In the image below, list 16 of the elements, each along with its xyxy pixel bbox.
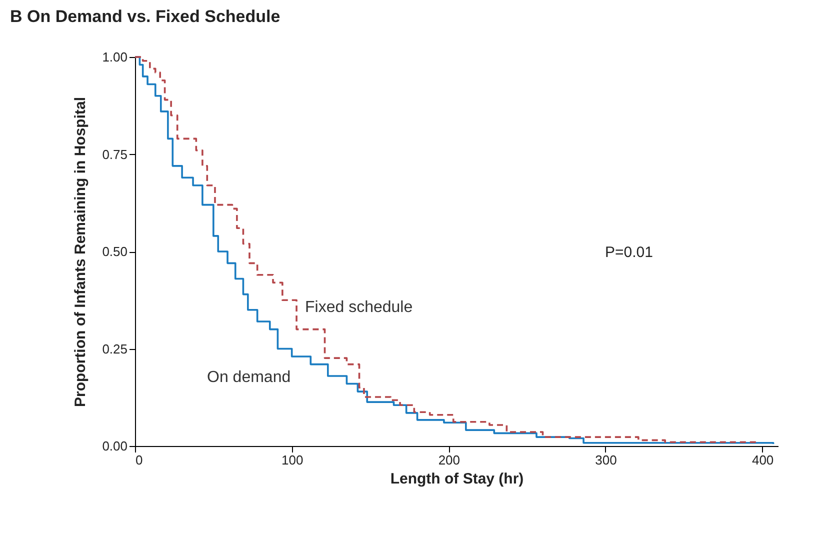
y-axis-title: Proportion of Infants Remaining in Hospital	[72, 97, 90, 407]
x-tick-label: 400	[752, 452, 774, 468]
x-axis-title: Length of Stay (hr)	[390, 470, 524, 488]
y-tick-label: 1.00	[102, 50, 128, 64]
x-tick-label: 0	[136, 452, 143, 468]
x-tick-label: 300	[595, 452, 617, 468]
x-tick-label: 200	[438, 452, 460, 468]
chart-title: B On Demand vs. Fixed Schedule	[10, 7, 280, 26]
series-label: Fixed schedule	[305, 299, 413, 316]
y-tick-label: 0.50	[102, 244, 128, 259]
x-tick-label: 100	[281, 452, 304, 468]
y-tick-label: 0.75	[102, 146, 128, 162]
y-tick-label: 0.00	[102, 438, 128, 454]
annotation: P=0.01	[605, 244, 653, 261]
series-label: On demand	[207, 369, 291, 386]
y-tick-label: 0.25	[102, 341, 128, 356]
